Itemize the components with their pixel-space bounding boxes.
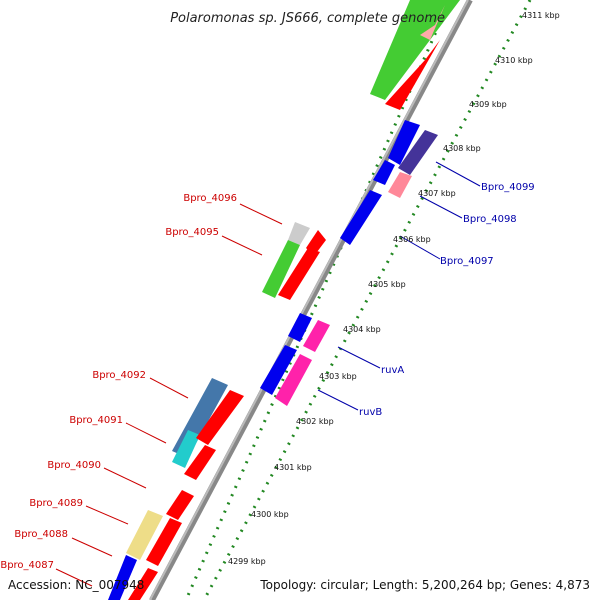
kbp-label: 4300 kbp <box>251 510 289 519</box>
gene-label: Bpro_4099 <box>481 182 535 193</box>
gene-labels-left: Bpro_4096 Bpro_4095 Bpro_4092 Bpro_4091 … <box>0 193 237 571</box>
genome-backbone <box>149 0 473 600</box>
gene-label: ruvA <box>381 365 404 376</box>
kbp-label: 4304 kbp <box>343 325 381 334</box>
map-title: Polaromonas sp. JS666, complete genome <box>170 11 445 26</box>
kbp-label: 4308 kbp <box>443 144 481 153</box>
gene-label: Bpro_4089 <box>29 498 83 509</box>
gene-label: ruvB <box>359 407 382 418</box>
topology-text: Topology: circular; Length: 5,200,264 bp… <box>260 578 590 592</box>
gene-label: Bpro_4090 <box>47 460 101 471</box>
kbp-label: 4301 kbp <box>274 463 312 472</box>
gene-label: Bpro_4092 <box>92 370 146 381</box>
gene-features <box>108 0 460 600</box>
gene-label: Bpro_4095 <box>165 227 219 238</box>
kbp-label: 4311 kbp <box>522 11 560 20</box>
gene-label: Bpro_4087 <box>0 560 54 571</box>
kbp-label: 4310 kbp <box>495 56 533 65</box>
kbp-label: 4303 kbp <box>319 372 357 381</box>
kbp-label: 4306 kbp <box>393 235 431 244</box>
gene-label: Bpro_4088 <box>14 529 68 540</box>
gene-label: Bpro_4091 <box>69 415 123 426</box>
label-leaders <box>55 161 481 587</box>
kbp-label: 4307 kbp <box>418 189 456 198</box>
gene-label: Bpro_4097 <box>440 256 494 267</box>
gene-label: Bpro_4098 <box>463 214 517 225</box>
gene-labels-right: Bpro_4099 Bpro_4098 Bpro_4097 ruvA ruvB <box>359 182 535 418</box>
kbp-labels: 4299 kbp 4300 kbp 4301 kbp 4302 kbp 4303… <box>228 11 560 566</box>
kbp-label: 4305 kbp <box>368 280 406 289</box>
kbp-label: 4299 kbp <box>228 557 266 566</box>
kbp-label: 4302 kbp <box>296 417 334 426</box>
gene-label: Bpro_4096 <box>183 193 237 204</box>
outer-ring <box>184 0 452 600</box>
accession-text: Accession: NC_007948 <box>8 578 145 592</box>
kbp-label: 4309 kbp <box>469 100 507 109</box>
